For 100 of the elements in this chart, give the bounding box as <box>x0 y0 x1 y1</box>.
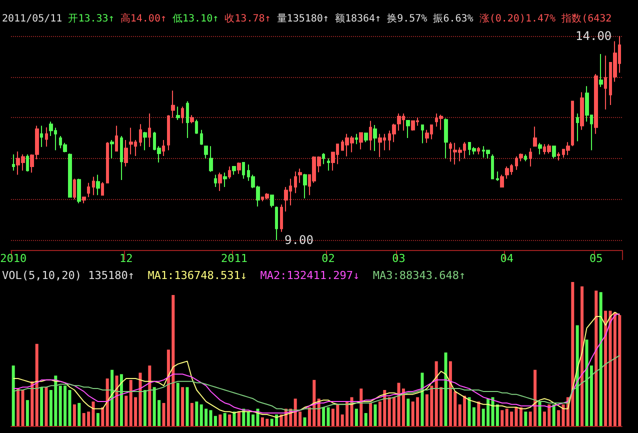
candlestick <box>364 132 368 143</box>
candlestick <box>505 166 509 180</box>
candlestick <box>237 162 241 174</box>
bar <box>237 412 240 426</box>
candlestick <box>547 144 551 154</box>
candlestick <box>369 120 372 151</box>
candlestick <box>73 178 76 200</box>
candlestick <box>552 146 556 159</box>
annotation: 9.00 <box>284 233 314 247</box>
candlestick <box>533 126 537 147</box>
candlestick <box>477 146 480 155</box>
candlestick <box>599 53 603 88</box>
candlestick <box>373 124 377 152</box>
text: MA3:88343.648↑ <box>372 269 466 282</box>
candlestick <box>148 113 151 148</box>
bar <box>26 400 29 426</box>
bar <box>30 381 34 426</box>
bar <box>354 408 358 426</box>
bar <box>576 325 579 426</box>
bar <box>406 398 410 426</box>
candlestick <box>421 124 424 144</box>
candlestick <box>120 135 123 181</box>
candlestick <box>181 106 184 124</box>
bar <box>218 414 222 426</box>
bar <box>78 402 81 426</box>
bar <box>190 402 194 426</box>
bar <box>232 412 236 426</box>
x-tick-label: 2010 <box>0 252 27 265</box>
bar <box>92 402 95 426</box>
bar <box>500 410 504 426</box>
candlestick <box>242 162 245 180</box>
bar <box>599 292 602 426</box>
candlestick <box>411 120 415 132</box>
candlestick <box>303 173 307 199</box>
candlestick <box>92 176 95 196</box>
bar <box>68 390 72 426</box>
candlestick <box>439 114 443 130</box>
candlestick <box>294 170 297 194</box>
bar <box>148 366 152 426</box>
chart-title: VOL(5,10,20) 135180↑ <box>2 269 134 282</box>
candlestick <box>176 106 180 121</box>
candlestick <box>162 140 165 156</box>
bar <box>557 410 560 426</box>
candlestick <box>195 119 198 134</box>
candlestick <box>580 92 584 130</box>
bar <box>322 407 326 426</box>
bar <box>519 407 522 426</box>
bar <box>21 390 24 426</box>
candlestick <box>406 120 410 138</box>
candlestick <box>190 114 194 124</box>
candlestick <box>355 133 358 145</box>
candlestick <box>557 152 560 161</box>
candlestick <box>218 172 222 192</box>
candlestick <box>594 73 598 134</box>
candlestick <box>223 172 227 188</box>
candlestick <box>604 55 607 110</box>
bar <box>364 413 368 426</box>
bar <box>360 388 363 426</box>
candlestick <box>106 142 109 184</box>
candlestick <box>270 194 274 208</box>
bar <box>124 396 128 426</box>
bar <box>195 402 198 426</box>
candlestick <box>68 153 72 198</box>
bar <box>72 404 76 426</box>
text: MA1:136748.531↓ <box>148 269 248 282</box>
bar <box>120 374 123 426</box>
x-tick-label: 12 <box>120 252 133 265</box>
candlestick <box>524 154 527 162</box>
x-tick-label: 05 <box>590 252 603 265</box>
candlestick <box>209 146 213 172</box>
x-tick-label: 02 <box>322 252 335 265</box>
candlestick <box>322 152 325 165</box>
bar <box>115 376 118 426</box>
candlestick <box>275 206 278 240</box>
candlestick <box>77 178 81 204</box>
annotation: 14.00 <box>576 29 612 43</box>
bar <box>35 344 38 426</box>
candlestick <box>298 168 302 184</box>
candlestick <box>129 127 133 155</box>
x-tick-label: 04 <box>500 252 514 265</box>
candlestick <box>115 125 118 152</box>
candlestick <box>566 142 570 156</box>
candlestick <box>232 166 236 176</box>
bar <box>580 286 584 426</box>
bar <box>420 372 424 426</box>
bar <box>16 388 20 426</box>
candlestick <box>101 182 104 196</box>
candlestick <box>228 166 231 180</box>
candlestick <box>12 154 15 172</box>
candlestick <box>200 129 203 146</box>
candlestick <box>472 146 476 155</box>
bar <box>186 387 189 426</box>
bar <box>604 310 608 426</box>
bar <box>374 404 377 426</box>
bar <box>538 402 542 426</box>
candlestick <box>449 142 452 162</box>
candlestick <box>204 146 208 159</box>
candlestick <box>171 90 175 118</box>
bar <box>143 390 146 426</box>
bar <box>303 417 306 426</box>
